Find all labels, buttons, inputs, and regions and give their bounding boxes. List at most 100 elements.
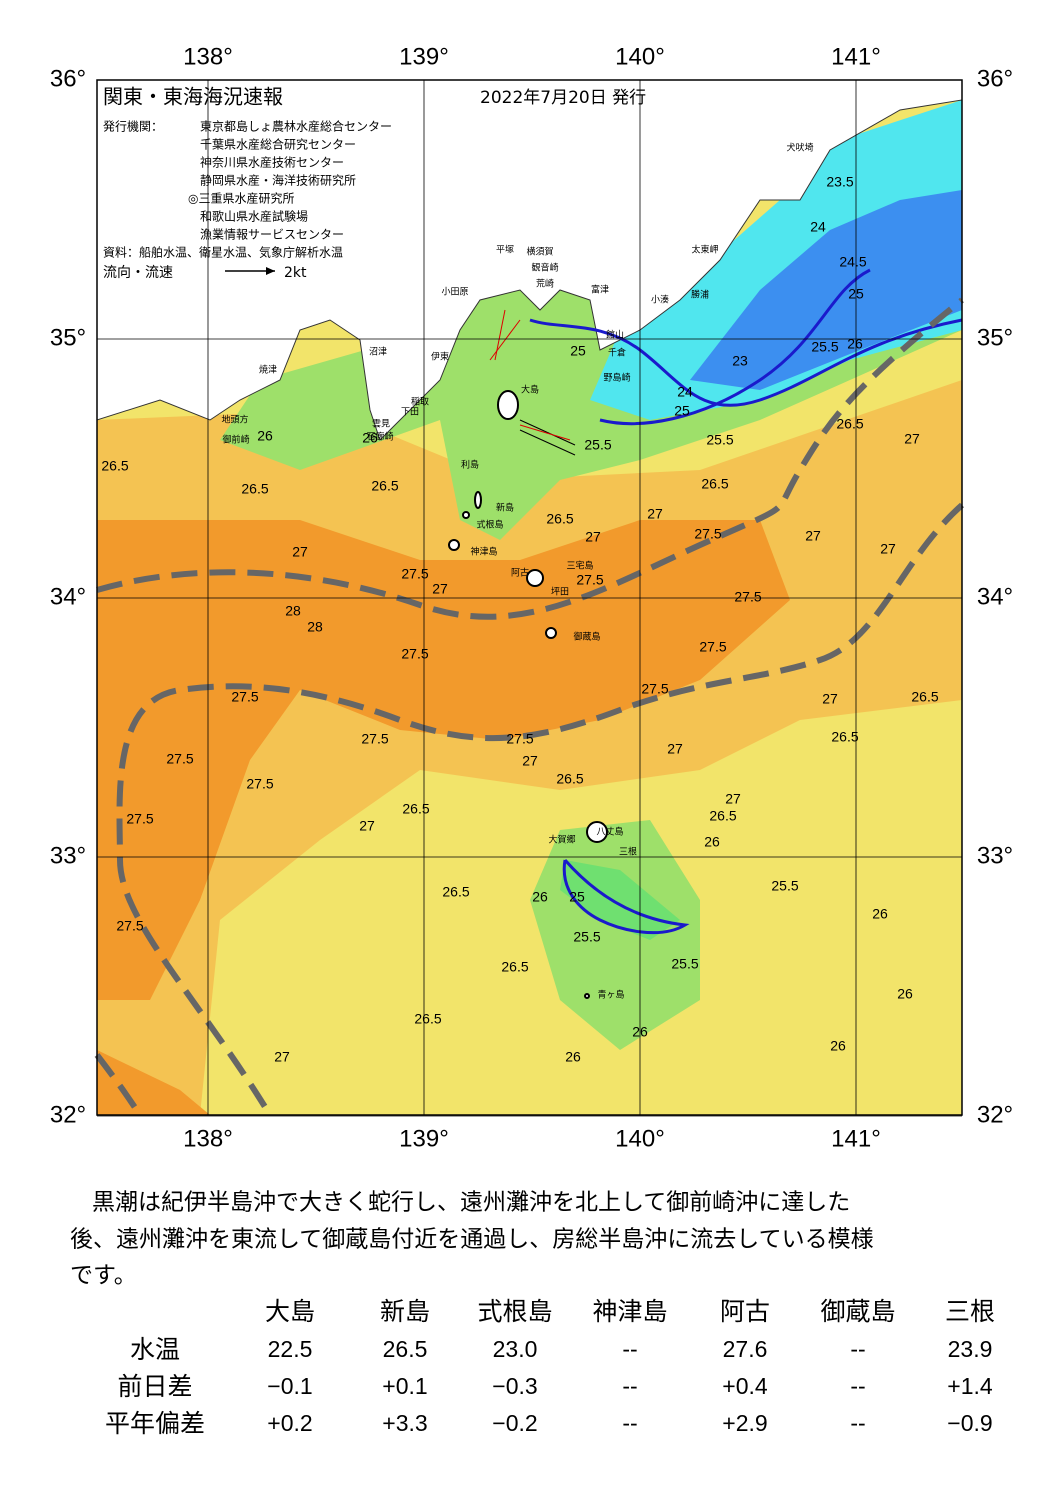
table-cell: −0.1 [267,1373,312,1399]
kuroshio [94,297,964,1117]
contour-label: 27.5 [166,751,193,767]
table-cell: −0.9 [947,1410,992,1436]
contour-label: 27.5 [506,731,533,747]
table-cell: -- [850,1373,865,1399]
sea-zone [97,520,790,1000]
summary-line: 後、遠州灘沖を東流して御蔵島付近を通過し、房総半島沖に流去している模様 [70,1227,874,1253]
lat-label: 33° [50,842,86,869]
contour-label: 28 [307,619,323,635]
place-name: 新島 [496,502,514,514]
contour-label: 27 [647,506,663,522]
contour-label: 26 [532,889,548,905]
table-cell: −0.3 [492,1373,537,1399]
contour-label: 27 [274,1049,290,1065]
lon-label: 139° [399,1125,449,1152]
contour-label: 26.5 [402,801,429,817]
contour-label: 26.5 [371,478,398,494]
column-header: 三根 [945,1297,995,1326]
place-name: 小湊 [651,294,669,306]
table-cell: 27.6 [723,1336,768,1362]
contour-label: 26.5 [546,511,573,527]
place-name: 荒崎 [536,278,554,290]
row-label: 水温 [130,1335,180,1364]
place-name: 大賀郷 [548,834,575,846]
contour-label: 27 [725,791,741,807]
contour-label: 27 [822,691,838,707]
contour-label: 27.5 [246,776,273,792]
contour-label: 26 [565,1049,581,1065]
column-header: 新島 [380,1297,430,1326]
issue-date: 2022年7月20日 発行 [480,88,646,108]
lat-label: 35° [977,324,1013,351]
issuer: 東京都島しょ農林水産総合センター [200,119,392,134]
table-cell: −0.2 [492,1410,537,1436]
contour-label: 27 [292,544,308,560]
place-name: 小田原 [441,287,468,298]
contour-label: 28 [285,603,301,619]
contour-label: 27 [522,753,538,769]
place-name: 利島 [461,459,479,471]
column-header: 御蔵島 [820,1297,895,1326]
lon-label: 138° [183,1125,233,1152]
legend-speed: 2kt [284,265,307,281]
place-name: 横須賀 [526,246,553,258]
issuer: 神奈川県水産技術センター [200,155,344,170]
table-cell: -- [850,1410,865,1436]
lon-label: 141° [831,43,881,70]
table-cell: +3.3 [382,1410,427,1436]
contour-label: 27 [667,741,683,757]
place-name: 千倉 [608,347,626,359]
lat-label: 35° [50,324,86,351]
contour-label: 26.5 [836,416,863,432]
contour-label: 26.5 [709,808,736,824]
table-cell: +0.2 [267,1410,312,1436]
row-label: 平年偏差 [105,1409,205,1438]
contour-label: 27.5 [126,811,153,827]
place-name: 石廊崎 [366,431,393,443]
issuer-label: 発行機関： [103,119,163,134]
contour-label: 26 [847,336,863,352]
contour-label: 27 [585,529,601,545]
contour-label: 26.5 [241,481,268,497]
contour-label: 26 [257,428,273,444]
contour-label: 26.5 [501,959,528,975]
place-name: 焼津 [259,365,277,376]
contour-label: 27.5 [116,918,143,934]
place-name: 雲見 [372,419,390,430]
contour-label: 24 [810,219,826,235]
place-name: 三宅島 [566,560,593,572]
contour-label: 25.5 [706,432,733,448]
contour-label: 26.5 [831,729,858,745]
sea-zone [97,1050,210,1115]
row-label: 前日差 [117,1372,192,1401]
islands [448,390,608,999]
contour-label: 26 [632,1024,648,1040]
place-name: 阿古 [511,567,529,579]
place-name: 青ヶ島 [597,989,624,1001]
contour-label: 26 [362,430,378,446]
place-name: 三根 [619,846,637,858]
lat-label: 32° [977,1101,1013,1128]
issuer: 千葉県水産総合研究センター [200,137,356,152]
table-cell: +0.4 [722,1373,768,1399]
place-name: 御蔵島 [573,631,600,643]
lon-label: 141° [831,1125,881,1152]
table-cell: -- [850,1336,865,1362]
issuer: 静岡県水産・海洋技術研究所 [200,173,356,188]
column-header: 阿古 [720,1297,770,1326]
contour-label: 26.5 [101,458,128,474]
lon-label: 140° [615,43,665,70]
lat-label: 34° [50,583,86,610]
issuer: 和歌山県水産試験場 [200,209,308,224]
summary-line: です。 [70,1263,137,1289]
contour-label: 24.5 [839,254,866,270]
lon-label: 140° [615,1125,665,1152]
lat-label: 36° [50,65,86,92]
place-name: 八丈島 [596,826,623,838]
sea-zone [690,190,962,390]
contour-label: 27 [432,581,448,597]
place-name: 富津 [591,284,609,296]
table-cell: 22.5 [268,1336,313,1362]
